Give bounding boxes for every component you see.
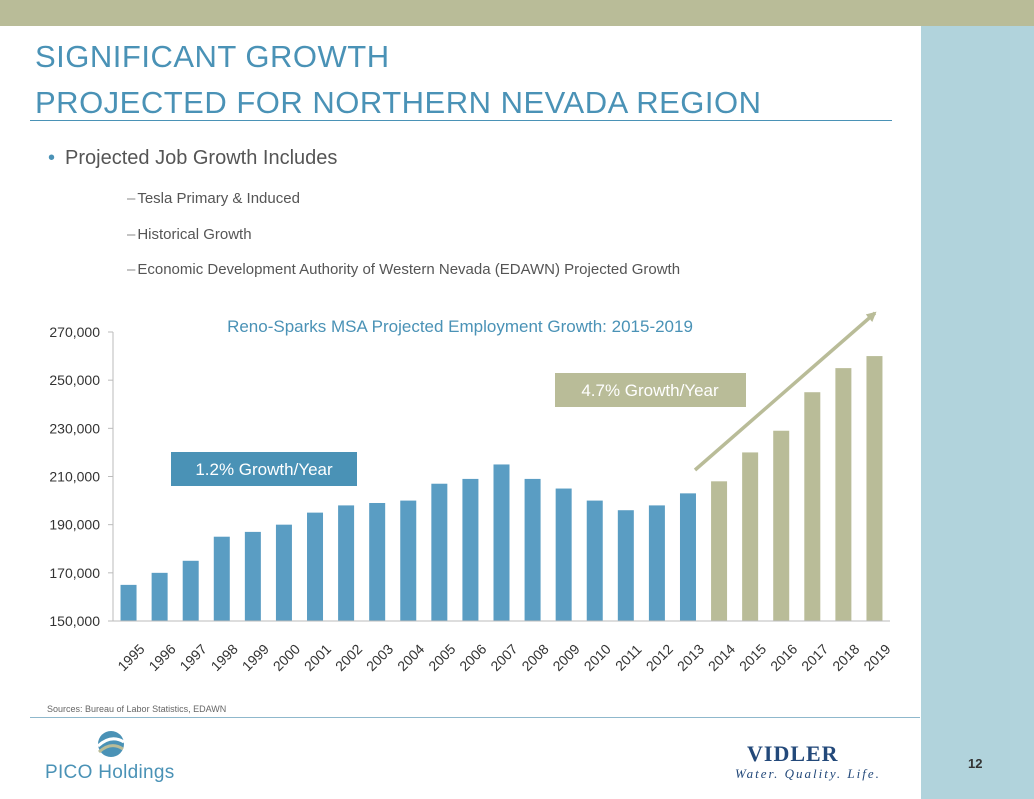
- bar-2014: [711, 481, 728, 621]
- dash-icon: –: [127, 226, 136, 243]
- bar-2001: [307, 512, 324, 621]
- historical-growth-label: 1.2% Growth/Year: [195, 460, 333, 479]
- bar-2006: [462, 478, 479, 621]
- x-tick-label: 1996: [145, 641, 178, 674]
- bar-2003: [369, 502, 386, 621]
- sub-item-text: Historical Growth: [137, 226, 252, 243]
- x-tick-label: 2015: [736, 641, 769, 674]
- x-tick-label: 2019: [860, 641, 893, 674]
- employment-chart: Reno-Sparks MSA Projected Employment Gro…: [49, 311, 894, 674]
- x-tick-label: 2002: [332, 641, 365, 674]
- bar-1998: [213, 536, 230, 621]
- bar-1996: [151, 572, 168, 621]
- footer-divider: [30, 717, 920, 718]
- bar-2002: [338, 505, 355, 621]
- bar-2007: [493, 464, 510, 621]
- title-divider: [30, 120, 892, 121]
- x-tick-label: 2011: [612, 641, 645, 674]
- x-tick-label: 1995: [114, 641, 147, 674]
- y-tick-label: 150,000: [49, 613, 100, 629]
- x-tick-label: 2010: [581, 641, 614, 674]
- sub-item: – Tesla Primary & Induced: [127, 190, 300, 207]
- sub-item-text: Tesla Primary & Induced: [137, 190, 300, 207]
- sources-note: Sources: Bureau of Labor Statistics, EDA…: [47, 704, 227, 714]
- vidler-logo-text: VIDLER: [747, 741, 839, 766]
- pico-holdings-logo-text: PICO Holdings: [45, 762, 175, 783]
- projected-growth-label: 4.7% Growth/Year: [581, 381, 719, 400]
- bar-2012: [648, 505, 665, 621]
- bar-2011: [617, 510, 634, 621]
- page-title: SIGNIFICANT GROWTH PROJECTED FOR NORTHER…: [35, 34, 895, 126]
- x-tick-label: 2016: [767, 641, 800, 674]
- dash-icon: –: [127, 261, 136, 278]
- sub-item: – Historical Growth: [127, 226, 252, 243]
- x-tick-label: 2000: [270, 641, 303, 674]
- bar-2018: [835, 368, 852, 621]
- bar-2017: [804, 392, 821, 621]
- growth-arrow: [693, 311, 877, 472]
- vidler-tagline: Water. Quality. Life.: [735, 766, 881, 781]
- y-tick-label: 190,000: [49, 517, 100, 533]
- bar-1999: [244, 531, 261, 621]
- chart-title: Reno-Sparks MSA Projected Employment Gro…: [227, 317, 693, 336]
- y-tick-label: 170,000: [49, 565, 100, 581]
- bar-2016: [773, 430, 790, 621]
- bar-2010: [586, 500, 603, 621]
- bar-2013: [679, 493, 696, 621]
- y-axis: 150,000 170,000 190,000 210,000 230,000 250,0…: [49, 324, 114, 629]
- x-tick-label: 2003: [363, 641, 396, 674]
- x-tick-label: 2004: [394, 641, 427, 674]
- side-accent-panel: [921, 26, 1034, 799]
- bar-2005: [431, 483, 448, 621]
- bullet-text: Projected Job Growth Includes: [65, 147, 338, 169]
- page-number: 12: [968, 756, 983, 771]
- x-tick-label: 2009: [549, 641, 582, 674]
- x-tick-label: 2006: [456, 641, 489, 674]
- y-tick-label: 210,000: [49, 469, 100, 485]
- x-tick-label: 2008: [518, 641, 551, 674]
- bar-2019: [866, 356, 883, 621]
- y-tick-label: 250,000: [49, 372, 100, 388]
- dash-icon: –: [127, 190, 136, 207]
- bar-2008: [524, 478, 541, 621]
- x-tick-label: 1998: [208, 641, 241, 674]
- x-tick-label: 1999: [239, 641, 272, 674]
- sub-item-text: Economic Development Authority of Wester…: [137, 261, 681, 278]
- historical-growth-label-box: [171, 452, 357, 486]
- bar-1997: [182, 560, 199, 621]
- y-tick-label: 230,000: [49, 420, 100, 436]
- page-title-line-1: SIGNIFICANT GROWTH: [35, 39, 390, 74]
- x-tick-label: 2001: [301, 641, 334, 674]
- bars: [120, 356, 883, 621]
- x-tick-label: 2007: [487, 641, 520, 674]
- x-axis: 1995199619971998199920002001200220032004…: [113, 620, 894, 674]
- x-tick-label: 2018: [829, 641, 862, 674]
- x-tick-label: 2014: [705, 641, 738, 674]
- bar-2000: [275, 524, 292, 621]
- x-tick-label: 1997: [176, 641, 209, 674]
- sub-item: – Economic Development Authority of Weste…: [127, 261, 680, 278]
- bullet-dot-icon: •: [48, 147, 56, 169]
- bullet-item: • Projected Job Growth Includes: [48, 147, 337, 170]
- x-tick-label: 2005: [425, 641, 458, 674]
- projected-growth-label-box: [555, 373, 746, 407]
- bar-1995: [120, 584, 137, 621]
- y-tick-label: 270,000: [49, 324, 100, 340]
- top-accent-bar: [0, 0, 1034, 26]
- bar-2004: [400, 500, 417, 621]
- x-tick-label: 2017: [798, 641, 831, 674]
- x-tick-label: 2013: [674, 641, 707, 674]
- x-tick-label: 2012: [643, 641, 676, 674]
- bar-2009: [555, 488, 572, 621]
- page-title-line-2: PROJECTED FOR NORTHERN NEVADA REGION: [35, 85, 762, 120]
- bar-2015: [742, 452, 759, 621]
- pico-logo-icon: [96, 731, 125, 757]
